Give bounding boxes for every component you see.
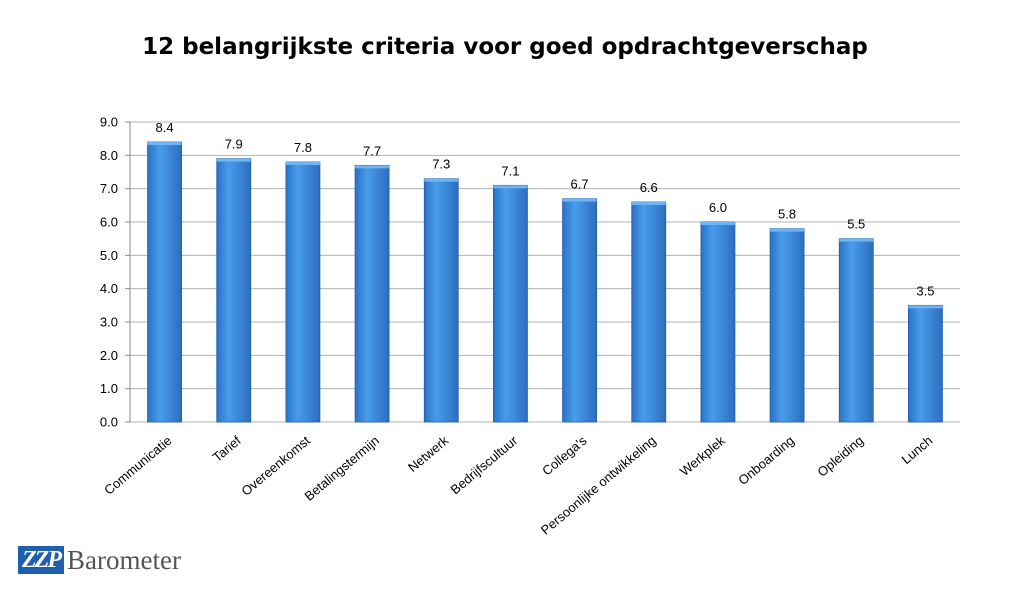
- bar-group: [147, 141, 182, 423]
- bar: [700, 221, 736, 423]
- y-tick-label: 4.0: [100, 281, 118, 296]
- bar-cap: [770, 228, 805, 232]
- bar-cap: [700, 222, 735, 225]
- data-label: 3.5: [916, 283, 934, 298]
- data-label: 8.4: [156, 120, 174, 135]
- logo-word: Barometer: [66, 545, 181, 575]
- bar: [631, 201, 667, 423]
- bar: [908, 304, 943, 423]
- category-label: Werkplek: [677, 432, 728, 478]
- bar: [216, 158, 252, 423]
- y-tick-label: 6.0: [100, 215, 118, 230]
- bar: [423, 178, 459, 423]
- category-label: Collega's: [539, 432, 590, 478]
- bar-group: [493, 184, 528, 423]
- category-label: Communicatie: [101, 433, 174, 498]
- bar: [562, 198, 597, 423]
- category-label: Tarief: [210, 433, 244, 465]
- category-label: Lunch: [899, 433, 936, 467]
- chart-title: 12 belangrijkste criteria voor goed opdr…: [142, 34, 868, 60]
- category-label: Onboarding: [735, 433, 797, 488]
- data-label: 5.5: [847, 217, 865, 232]
- category-label: Persoonlijke ontwikkeling: [538, 433, 659, 538]
- bar-cap: [355, 165, 390, 169]
- y-axis-ticks: 0.0 1.0 2.0 3.0 4.0 5.0 6.0 7.0 8.0 9.0: [100, 115, 118, 430]
- bar-cap: [285, 162, 320, 165]
- bars: [147, 141, 943, 423]
- y-tick-label: 2.0: [100, 348, 118, 363]
- bar: [769, 228, 805, 423]
- bar-cap: [493, 185, 528, 189]
- data-label: 6.7: [571, 177, 589, 192]
- zzp-barometer-logo: ZZP Barometer: [18, 543, 181, 577]
- gridlines: [125, 121, 960, 423]
- bar-group: [631, 201, 667, 423]
- bar-cap: [424, 178, 459, 182]
- bar-group: [354, 164, 390, 423]
- bar-cap: [147, 142, 182, 145]
- bar-cap: [908, 305, 943, 309]
- bar: [354, 164, 390, 423]
- bar-cap: [562, 198, 597, 202]
- bar-group: [700, 221, 736, 423]
- y-tick-label: 8.0: [100, 148, 118, 163]
- data-label: 6.6: [640, 180, 658, 195]
- bar-cap: [216, 158, 251, 162]
- bar-group: [908, 304, 943, 423]
- bar-group: [285, 161, 321, 423]
- bar-group: [423, 178, 459, 423]
- category-label: Opleiding: [814, 433, 866, 480]
- bar: [493, 184, 528, 423]
- bar-cap: [839, 238, 874, 242]
- bar-cap: [631, 202, 666, 205]
- y-tick-label: 7.0: [100, 181, 118, 196]
- y-tick-label: 3.0: [100, 315, 118, 330]
- bar: [838, 238, 874, 423]
- y-tick-label: 9.0: [100, 115, 118, 130]
- y-tick-label: 5.0: [100, 248, 118, 263]
- x-axis-labels: Communicatie TariefOvereenkomstBetalingst…: [101, 432, 935, 537]
- y-tick-label: 1.0: [100, 381, 118, 396]
- category-label: Overeenkomst: [238, 433, 313, 499]
- bar-group: [216, 158, 252, 423]
- data-label: 6.0: [709, 200, 727, 215]
- bar: [285, 161, 321, 423]
- data-label: 7.9: [225, 137, 243, 152]
- bar-group: [769, 228, 805, 423]
- bar: [147, 141, 182, 423]
- data-label: 7.3: [432, 157, 450, 172]
- logo-mark: ZZP: [18, 546, 64, 574]
- category-label: Bedrijfscultuur: [448, 432, 521, 497]
- data-label: 5.8: [778, 207, 796, 222]
- bar-group: [562, 198, 597, 423]
- y-tick-label: 0.0: [100, 415, 118, 430]
- category-label: Netwerk: [405, 432, 452, 474]
- data-label: 7.8: [294, 140, 312, 155]
- category-label: Betalingstermijn: [302, 433, 383, 504]
- bar-group: [838, 238, 874, 423]
- data-label: 7.7: [363, 143, 381, 158]
- data-labels: 8.4 7.9 7.8 7.7 7.3 7.1 6.7 6.6 6.0 5.8 5.5 3.5: [156, 120, 935, 298]
- data-label: 7.1: [501, 163, 519, 178]
